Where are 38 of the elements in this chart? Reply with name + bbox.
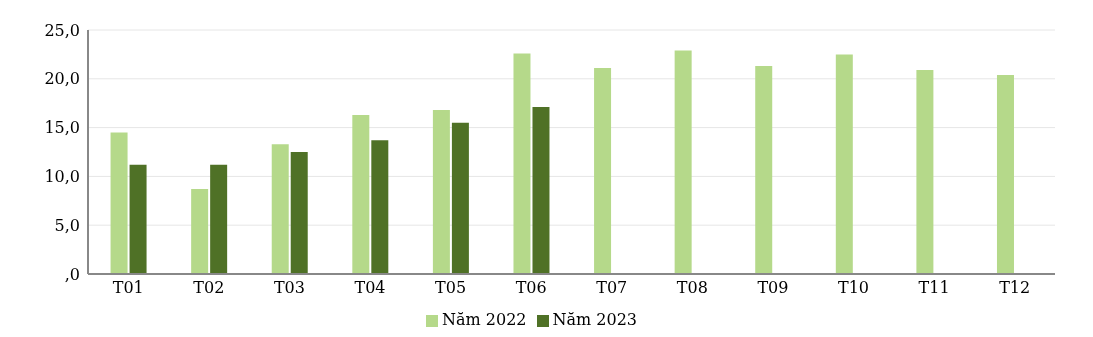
x-tick-label: T08 xyxy=(676,278,708,298)
bar xyxy=(594,68,612,274)
bar xyxy=(674,50,692,274)
x-tick-label: T09 xyxy=(757,278,789,298)
x-tick-label: T06 xyxy=(515,278,547,298)
bar xyxy=(210,164,228,274)
x-tick-label: T12 xyxy=(999,278,1031,298)
y-tick-label: 5,0 xyxy=(54,215,80,235)
x-tick-label: T11 xyxy=(918,278,950,298)
bar xyxy=(513,53,531,274)
bar xyxy=(191,189,209,274)
bar xyxy=(755,66,773,274)
legend-label: Năm 2022 xyxy=(441,310,527,329)
bar xyxy=(432,110,450,274)
bar xyxy=(532,107,550,274)
bar xyxy=(129,164,147,274)
bar xyxy=(352,114,370,274)
bar xyxy=(110,132,128,274)
bar xyxy=(451,122,469,274)
legend-label: Năm 2023 xyxy=(552,310,638,329)
x-tick-label: T04 xyxy=(354,278,386,298)
x-tick-label: T02 xyxy=(193,278,225,298)
bar xyxy=(371,140,389,274)
bar xyxy=(916,70,934,274)
y-tick-label: 15,0 xyxy=(44,118,80,138)
y-tick-label: 10,0 xyxy=(44,167,80,187)
y-tick-label: 25,0 xyxy=(44,20,80,40)
bar xyxy=(835,54,853,274)
x-tick-label: T01 xyxy=(112,278,144,298)
y-tick-label: 20,0 xyxy=(44,69,80,89)
x-tick-label: T07 xyxy=(596,278,628,298)
bar xyxy=(996,74,1014,274)
bar xyxy=(290,152,308,274)
y-tick-label: ,0 xyxy=(64,264,80,284)
x-tick-label: T05 xyxy=(435,278,467,298)
bar xyxy=(271,144,289,274)
x-tick-label: T10 xyxy=(838,278,870,298)
x-tick-label: T03 xyxy=(273,278,305,298)
